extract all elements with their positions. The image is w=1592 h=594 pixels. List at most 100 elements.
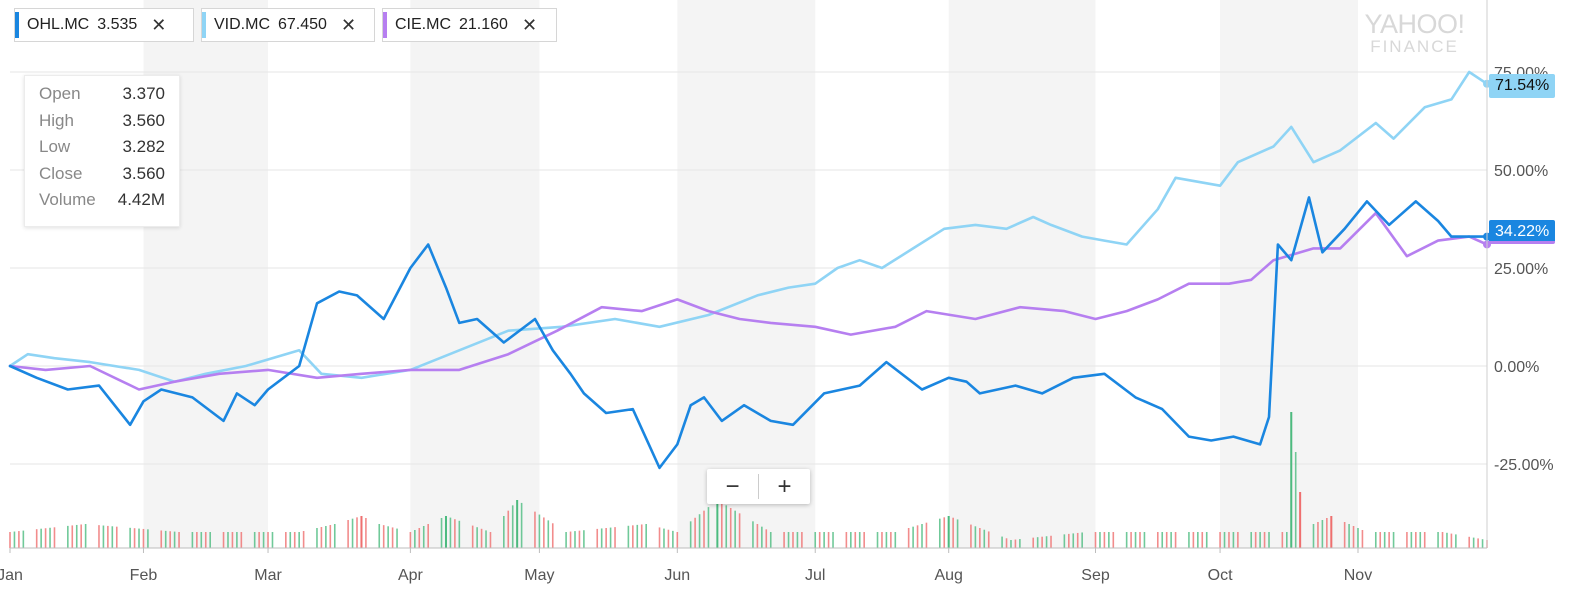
volume-bar [75,524,78,548]
ticker-price: 67.450 [278,16,327,33]
volume-bar [605,528,607,548]
volume-bar [707,507,710,548]
volume-bar [1388,532,1390,548]
volume-bar [1468,536,1471,548]
vid-color-marker [202,12,206,38]
volume-bar [387,526,389,548]
volume-bar [667,529,670,548]
volume-bar [378,524,381,548]
close-icon[interactable]: ✕ [340,15,357,35]
volume-bar [454,519,456,548]
ticker-chip-vid[interactable]: VID.MC 67.450 ✕ [201,8,375,42]
close-icon[interactable]: ✕ [521,15,538,35]
volume-bar [1477,538,1479,548]
close-icon[interactable]: ✕ [151,15,167,35]
volume-bar [952,517,954,548]
volume-bar [507,510,510,548]
volume-bar [476,527,478,548]
volume-bar [1130,532,1132,548]
ohlc-row-high: High 3.560 [39,111,165,138]
volume-bar [1406,532,1408,548]
volume-bar [365,518,367,548]
volume-bar [787,532,790,548]
ohlc-row-open: Open 3.370 [39,84,165,111]
volume-bar [832,532,834,548]
ohlc-label: Open [39,84,81,103]
volume-bar [1228,532,1230,548]
zoom-control: − + [707,469,810,504]
logo-line-2: FINANCE [1370,37,1459,56]
volume-bar [783,532,785,548]
volume-bar [1312,524,1315,548]
volume-bar [329,525,332,548]
volume-bar [49,527,51,548]
volume-bar [13,531,16,548]
volume-spike [360,516,363,548]
logo-line-1: YAHOO! [1364,9,1465,39]
x-tick-label: Sep [1081,567,1110,584]
volume-bar [316,528,318,548]
volume-bar [752,521,754,548]
volume-bar [1441,532,1444,548]
zoom-in-button[interactable]: + [777,472,792,500]
volume-bar [9,532,11,548]
volume-bar [1321,520,1324,548]
ticker-chip-ohl[interactable]: OHL.MC 3.535 ✕ [14,8,194,42]
volume-bar [253,532,256,548]
volume-bar [414,530,416,548]
volume-bar [147,529,149,548]
volume-bar [1352,526,1355,548]
volume-bar [1259,532,1261,548]
volume-bar [102,525,105,548]
volume-bar [440,518,443,548]
volume-bar [827,532,830,548]
volume-bar [974,526,977,548]
volume-bar [1254,532,1257,548]
ticker-price: 21.160 [459,16,508,33]
volume-bar [636,524,639,548]
zoom-out-button[interactable]: − [725,472,740,500]
volume-bar [298,532,300,548]
volume-bar [792,532,794,548]
volume-bar [1379,532,1382,548]
y-tick-label: 50.00% [1494,163,1548,180]
volume-bar [1383,532,1386,548]
volume-bar [1423,532,1426,548]
y-tick-label: -25.00% [1494,457,1554,474]
volume-bar [1134,532,1137,548]
volume-bar [907,528,910,548]
volume-bar [1415,532,1417,548]
ohlc-label: Low [39,137,71,156]
volume-bar [1446,532,1448,548]
volume-bar [1041,536,1043,548]
ticker-chip-cie[interactable]: CIE.MC 21.160 ✕ [382,8,557,42]
ohlc-label: High [39,110,74,130]
volume-bar [351,518,354,548]
volume-bar [534,511,536,548]
volume-bar [382,525,385,548]
volume-bar [921,524,923,548]
volume-bar [1205,532,1208,548]
volume-bar [1019,539,1021,548]
volume-bar [1392,532,1395,548]
volume-bar [801,532,803,548]
volume-bar [1343,522,1346,548]
volume-bar [583,530,585,548]
volume-bar [876,532,879,548]
volume-bar [738,513,741,548]
volume-bar [632,525,634,548]
volume-bar [796,532,799,548]
volume-bar [547,520,550,548]
volume-bar [262,532,265,548]
volume-bar [107,525,109,548]
volume-bar [578,530,581,548]
volume-bar [98,525,100,548]
volume-bar [845,532,848,548]
volume-bar [293,532,296,548]
volume-bar [725,505,728,548]
volume-bar [1161,532,1164,548]
volume-bar [1419,532,1422,548]
volume-bar [227,532,229,548]
volume-bar [422,526,425,548]
